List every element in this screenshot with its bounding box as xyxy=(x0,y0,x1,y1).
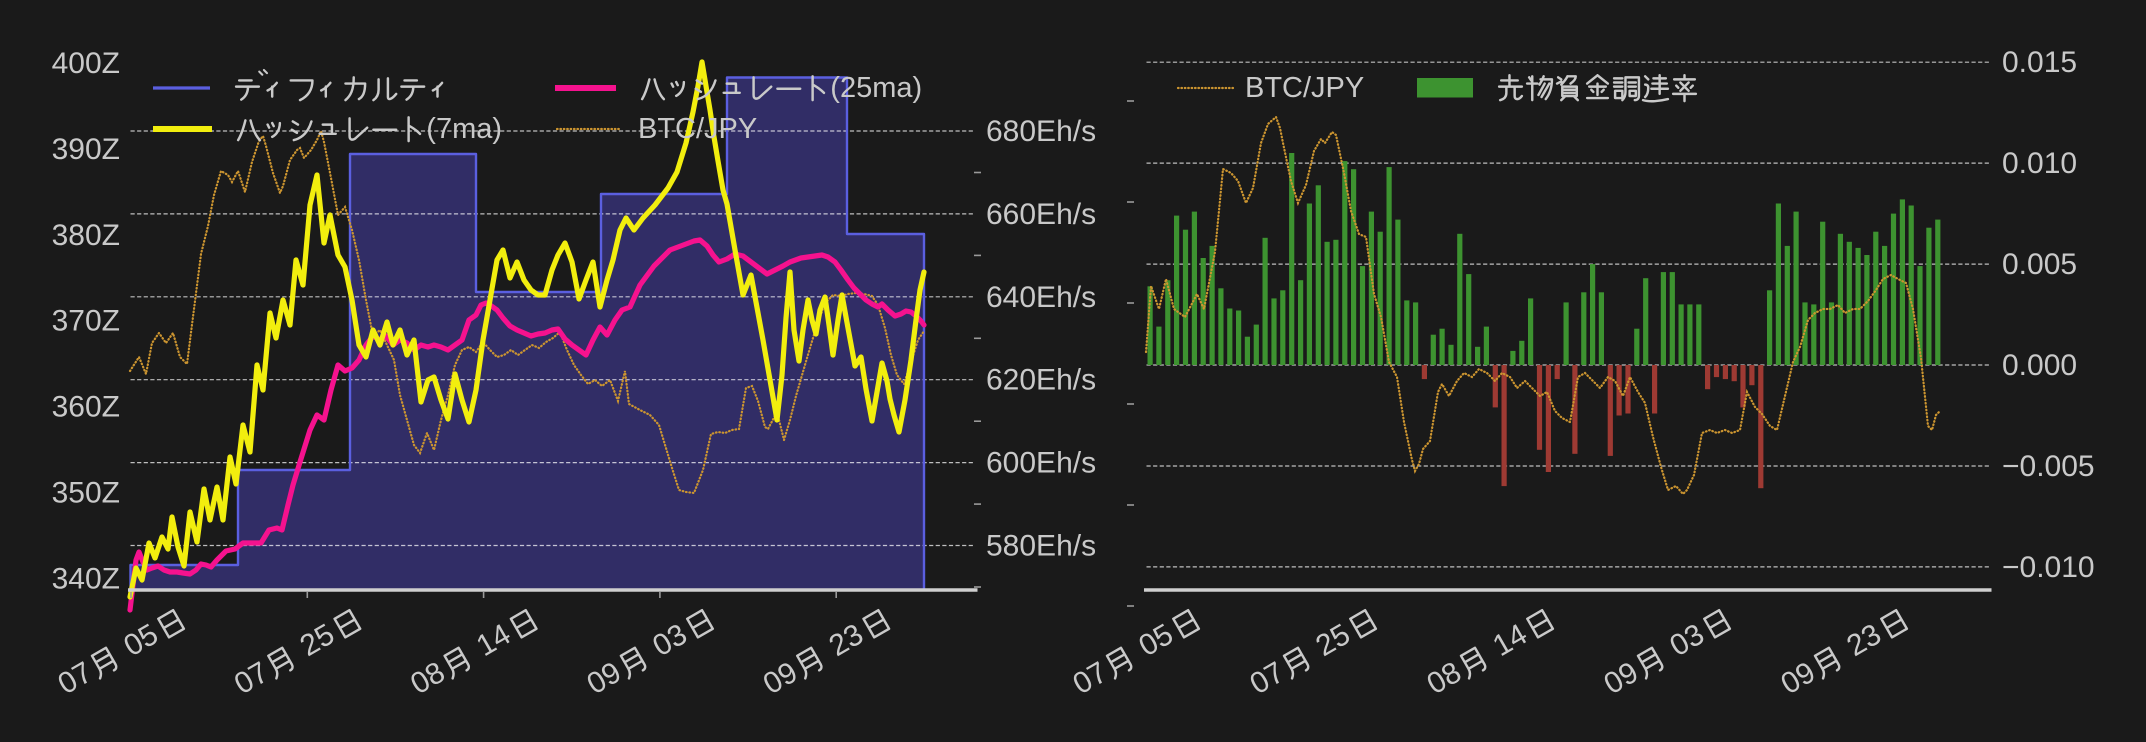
svg-text:(25ma): (25ma) xyxy=(830,72,922,104)
svg-text:350Z: 350Z xyxy=(52,477,120,510)
svg-text:370Z: 370Z xyxy=(52,305,120,338)
svg-text:(7ma): (7ma) xyxy=(426,113,502,145)
svg-text:BTC/JPY: BTC/JPY xyxy=(1245,72,1364,104)
svg-text:580Eh/s: 580Eh/s xyxy=(986,530,1096,563)
svg-text:400Z: 400Z xyxy=(52,47,120,80)
svg-text:0.010: 0.010 xyxy=(2002,147,2077,180)
svg-text:340Z: 340Z xyxy=(52,563,120,596)
svg-text:360Z: 360Z xyxy=(52,391,120,424)
svg-text:BTC/JPY: BTC/JPY xyxy=(638,113,757,145)
svg-text:640Eh/s: 640Eh/s xyxy=(986,281,1096,314)
svg-text:0.000: 0.000 xyxy=(2002,349,2077,382)
svg-text:−0.005: −0.005 xyxy=(2002,450,2095,483)
svg-text:0.015: 0.015 xyxy=(2002,46,2077,79)
svg-text:680Eh/s: 680Eh/s xyxy=(986,115,1096,148)
svg-text:−0.010: −0.010 xyxy=(2002,551,2095,584)
svg-text:0.005: 0.005 xyxy=(2002,248,2077,281)
svg-text:390Z: 390Z xyxy=(52,133,120,166)
svg-text:660Eh/s: 660Eh/s xyxy=(986,198,1096,231)
svg-text:380Z: 380Z xyxy=(52,219,120,252)
svg-text:620Eh/s: 620Eh/s xyxy=(986,364,1096,397)
svg-text:600Eh/s: 600Eh/s xyxy=(986,447,1096,480)
